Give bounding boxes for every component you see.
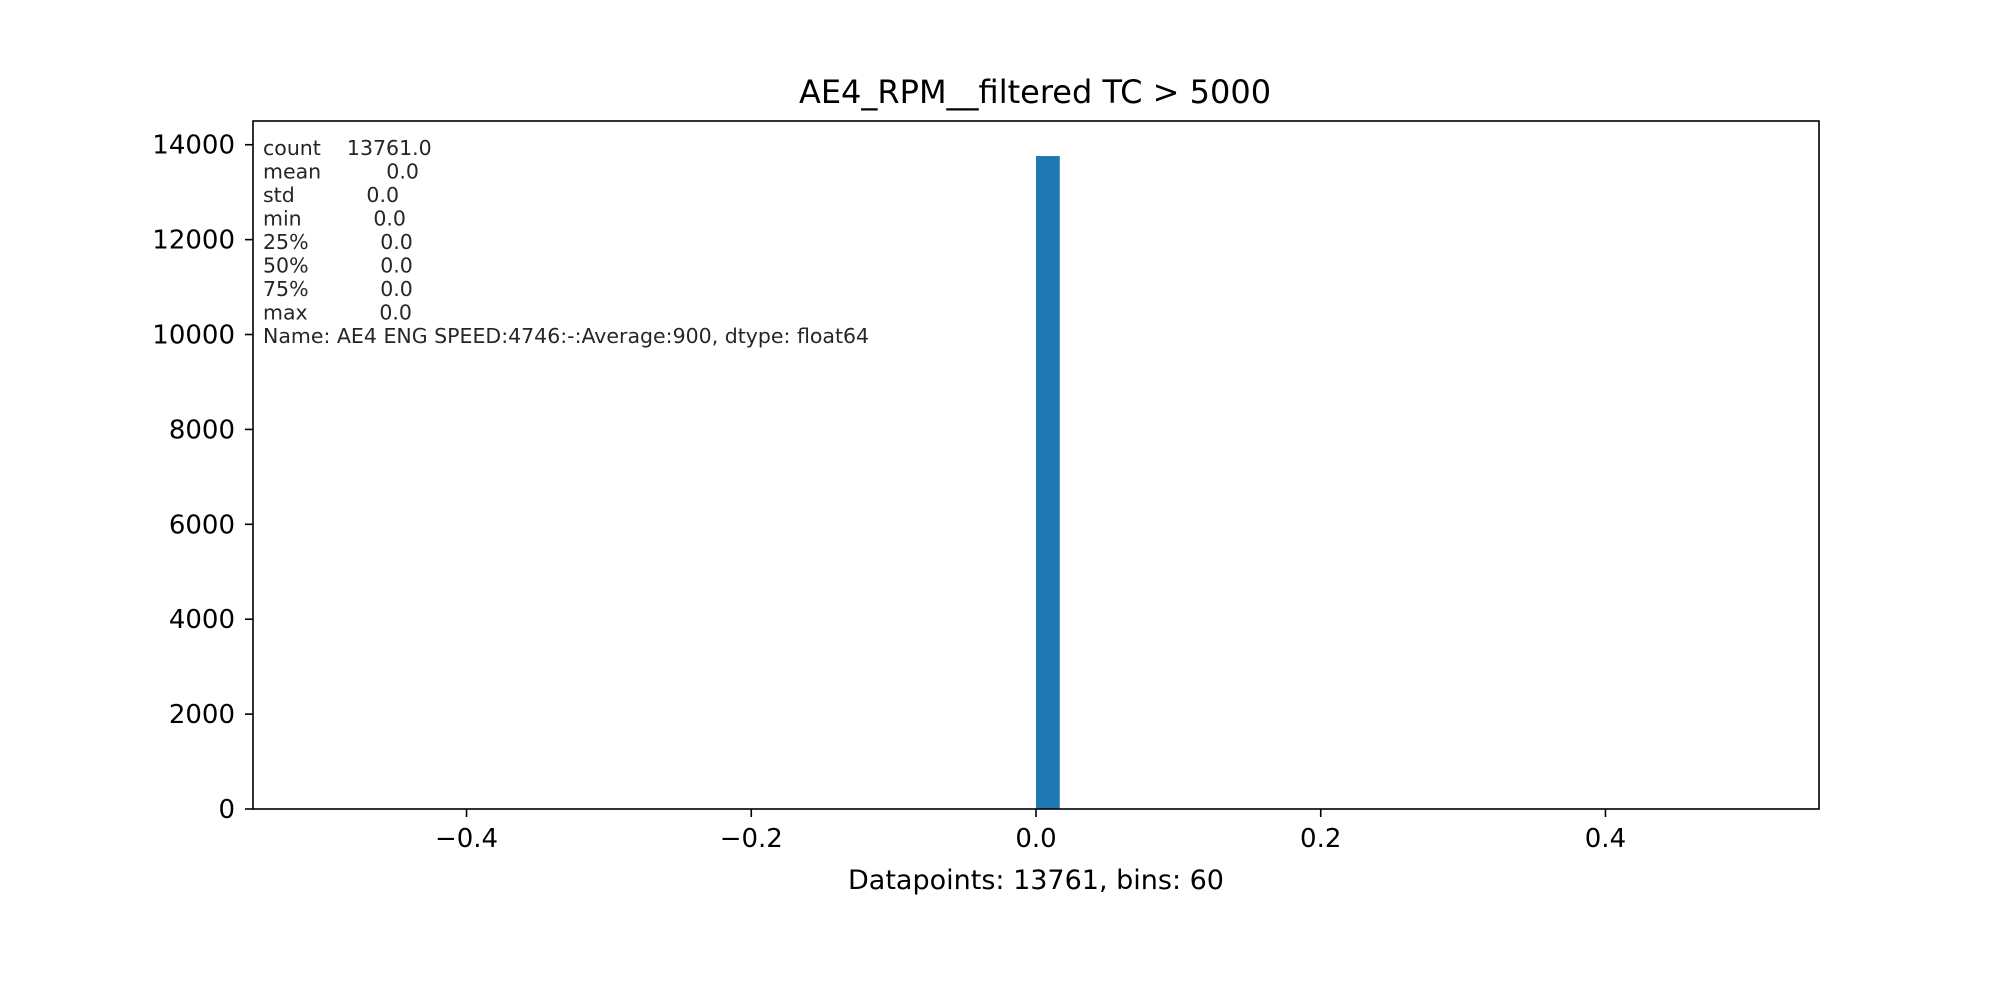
- summary-statistics-line: 50% 0.0: [263, 254, 413, 278]
- y-tick-label: 2000: [169, 700, 235, 730]
- x-tick-label: −0.4: [435, 824, 498, 854]
- summary-statistics-line: 75% 0.0: [263, 277, 413, 301]
- chart-title: AE4_RPM__filtered TC > 5000: [799, 73, 1271, 111]
- summary-statistics-line: mean 0.0: [263, 160, 419, 184]
- y-tick-label: 4000: [169, 605, 235, 635]
- summary-statistics: count 13761.0 mean 0.0 std 0.0 min 0.0 25% 0…: [263, 136, 869, 348]
- y-tick-label: 0: [218, 795, 235, 825]
- y-tick-label: 12000: [152, 226, 235, 256]
- histogram-bar: [1036, 156, 1060, 809]
- summary-statistics-line: 25% 0.0: [263, 230, 413, 254]
- y-tick-label: 8000: [169, 415, 235, 445]
- x-axis-label: Datapoints: 13761, bins: 60: [848, 865, 1224, 896]
- summary-statistics-line: min 0.0: [263, 207, 406, 231]
- x-tick-label: 0.0: [1015, 824, 1056, 854]
- x-axis: −0.4 −0.2 0.0 0.2 0.4: [435, 809, 1626, 854]
- summary-statistics-line: std 0.0: [263, 183, 399, 207]
- x-tick-label: −0.2: [720, 824, 783, 854]
- x-tick-label: 0.4: [1585, 824, 1626, 854]
- y-tick-label: 10000: [152, 321, 235, 351]
- bars-group: [1036, 156, 1060, 809]
- y-tick-label: 6000: [169, 510, 235, 540]
- summary-statistics-line: max 0.0: [263, 301, 412, 325]
- summary-statistics-line: Name: AE4 ENG SPEED:4746:-:Average:900, …: [263, 324, 869, 348]
- x-tick-label: 0.2: [1300, 824, 1341, 854]
- summary-statistics-line: count 13761.0: [263, 136, 432, 160]
- y-axis: 0 2000 4000 6000 8000 10000 12000 14000: [152, 131, 253, 825]
- y-tick-label: 14000: [152, 131, 235, 161]
